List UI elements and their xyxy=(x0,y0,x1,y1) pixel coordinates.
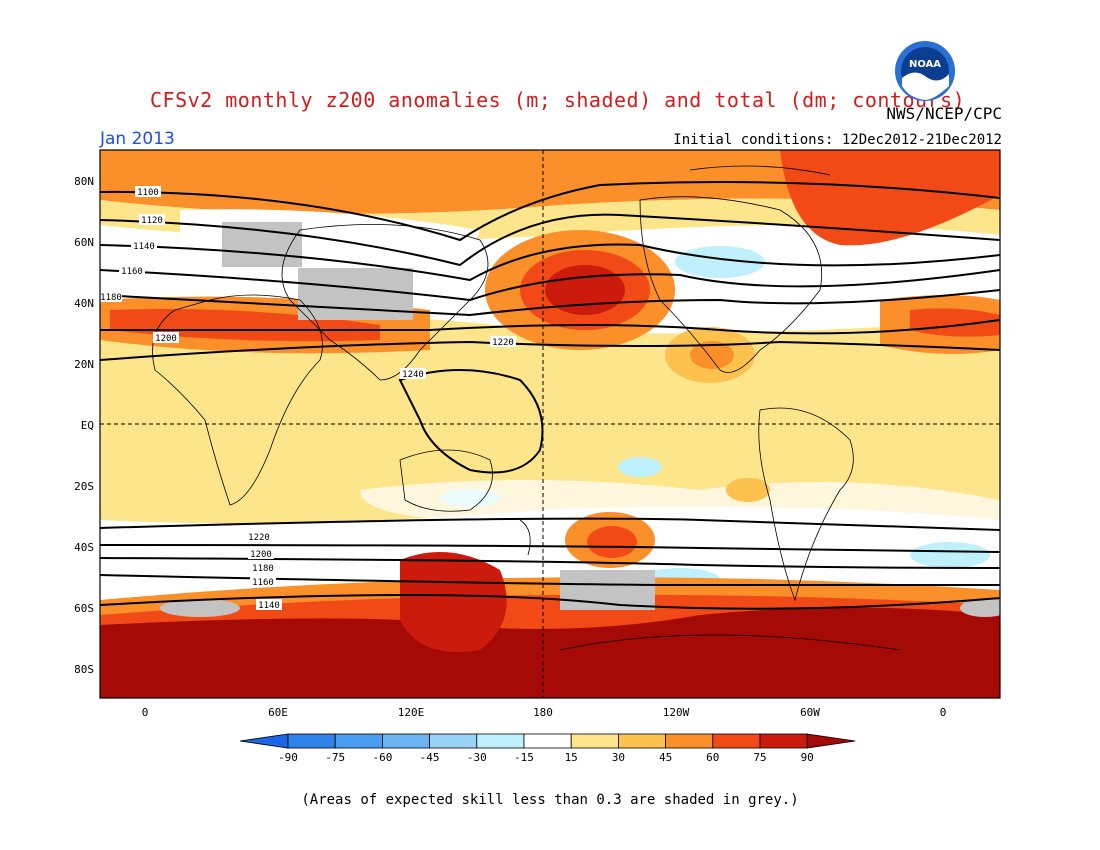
colorbar-high-arrow xyxy=(806,733,856,749)
contour-label-1140: 1140 xyxy=(131,240,157,252)
colorbar-tick-label: -30 xyxy=(467,751,487,764)
map-title: CFSv2 monthly z200 anomalies (m; shaded)… xyxy=(150,88,966,112)
map-frame xyxy=(99,149,1001,699)
coastlines xyxy=(152,165,901,651)
colorbar-low-arrow xyxy=(239,733,289,749)
contour-labels: 1100 1120 1140 1160 1180 1200 1220 1240 … xyxy=(100,186,516,611)
lon-label: 120E xyxy=(398,706,425,719)
colorbar-tick-label: 30 xyxy=(612,751,625,764)
lat-label: 80N xyxy=(74,175,94,188)
svg-text:1240: 1240 xyxy=(402,370,424,380)
colorbar-swatch xyxy=(570,733,619,749)
lat-label: EQ xyxy=(81,419,94,432)
latitude-axis: 80N 60N 40N 20N EQ 20S 40S 60S 80S xyxy=(74,175,94,676)
colorbar-swatch xyxy=(523,733,572,749)
colorbar-tick-label: 90 xyxy=(801,751,814,764)
skill-footnote: (Areas of expected skill less than 0.3 a… xyxy=(301,792,799,808)
svg-text:1180: 1180 xyxy=(100,293,122,303)
lat-label: 40S xyxy=(74,541,94,554)
lon-label: 180 xyxy=(533,706,553,719)
lat-label: 60S xyxy=(74,602,94,615)
contour-label-1220: 1220 xyxy=(490,336,516,348)
colorbar-tick-label: -60 xyxy=(372,751,392,764)
lon-label: 120W xyxy=(663,706,690,719)
svg-text:1160: 1160 xyxy=(121,267,143,277)
longitude-axis: 0 60E 120E 180 120W 60W 0 xyxy=(142,706,947,719)
contour-label-1240: 1240 xyxy=(400,368,426,380)
forecast-period: Jan 2013 xyxy=(100,129,175,149)
lon-label: 60E xyxy=(268,706,288,719)
svg-text:1200: 1200 xyxy=(155,334,177,344)
lon-label: 0 xyxy=(940,706,947,719)
colorbar-swatch xyxy=(618,733,667,749)
lat-label: 20N xyxy=(74,358,94,371)
contour-label-1100: 1100 xyxy=(135,186,161,198)
svg-text:1200: 1200 xyxy=(250,550,272,560)
contour-label-1120: 1120 xyxy=(139,214,165,226)
initial-conditions-label: Initial conditions: 12Dec2012-21Dec2012 xyxy=(673,132,1002,148)
svg-text:1100: 1100 xyxy=(137,188,159,198)
colorbar-tick-label: -75 xyxy=(325,751,345,764)
svg-text:1180: 1180 xyxy=(252,564,274,574)
lon-label: 0 xyxy=(142,706,149,719)
contour-label-south-1200: 1200 xyxy=(248,548,274,560)
contour-label-1200: 1200 xyxy=(153,332,179,344)
contour-label-south-1220: 1220 xyxy=(246,531,272,543)
lat-label: 60N xyxy=(74,236,94,249)
svg-text:1140: 1140 xyxy=(133,242,155,252)
colorbar-swatch xyxy=(429,733,478,749)
colorbar-swatch xyxy=(712,733,761,749)
lat-label: 40N xyxy=(74,297,94,310)
agency-label: NWS/NCEP/CPC xyxy=(886,104,1002,123)
contour-label-1180: 1180 xyxy=(100,291,122,303)
color-legend: -90 -75 -60 -45 -30 -15 15 30 45 60 75 90 xyxy=(239,733,856,764)
colorbar-swatch xyxy=(334,733,383,749)
colorbar-swatch xyxy=(476,733,525,749)
svg-text:1140: 1140 xyxy=(258,601,280,611)
lon-label: 60W xyxy=(800,706,820,719)
contour-label-south-1140: 1140 xyxy=(256,599,282,611)
colorbar-tick-label: 15 xyxy=(565,751,578,764)
colorbar-swatch xyxy=(759,733,808,749)
svg-text:1220: 1220 xyxy=(248,533,270,543)
contour-label-1160: 1160 xyxy=(119,265,145,277)
svg-text:1220: 1220 xyxy=(492,338,514,348)
lat-label: 80S xyxy=(74,663,94,676)
svg-text:NOAA: NOAA xyxy=(909,59,941,70)
colorbar-swatch xyxy=(665,733,714,749)
colorbar-tick-label: -45 xyxy=(420,751,440,764)
svg-text:1160: 1160 xyxy=(252,578,274,588)
contour-label-south-1180: 1180 xyxy=(250,562,276,574)
colorbar-swatch xyxy=(381,733,430,749)
noaa-logo: NOAA xyxy=(895,41,955,101)
svg-text:1120: 1120 xyxy=(141,216,163,226)
colorbar-tick-label: -15 xyxy=(514,751,534,764)
height-contours xyxy=(100,180,1000,610)
colorbar-tick-label: 60 xyxy=(706,751,719,764)
colorbar-tick-label: -90 xyxy=(278,751,298,764)
lat-label: 20S xyxy=(74,480,94,493)
colorbar-tick-label: 45 xyxy=(659,751,672,764)
contour-label-south-1160: 1160 xyxy=(250,576,276,588)
colorbar-tick-label: 75 xyxy=(753,751,766,764)
colorbar-swatch xyxy=(287,733,336,749)
